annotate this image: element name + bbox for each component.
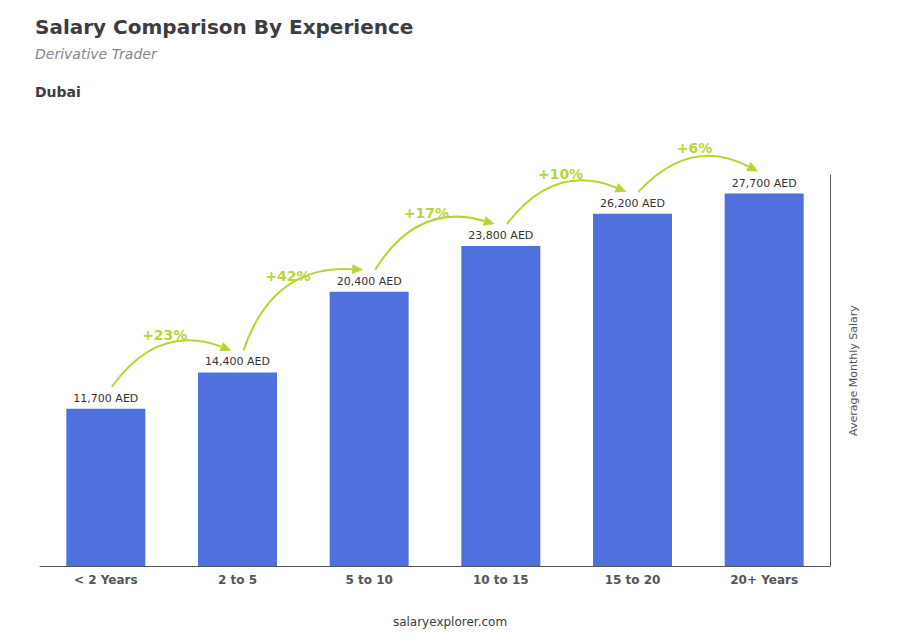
- svg-text:+23%: +23%: [142, 327, 187, 343]
- svg-text:Dubai: Dubai: [35, 84, 81, 100]
- svg-text:26,200 AED: 26,200 AED: [600, 197, 665, 210]
- svg-text:10 to 15: 10 to 15: [473, 573, 529, 587]
- svg-text:20,400 AED: 20,400 AED: [337, 275, 402, 288]
- svg-text:11,700 AED: 11,700 AED: [73, 392, 138, 405]
- svg-text:Derivative Trader: Derivative Trader: [35, 46, 158, 62]
- svg-text:20+ Years: 20+ Years: [730, 573, 798, 587]
- svg-text:5 to 10: 5 to 10: [345, 573, 392, 587]
- svg-text:Average Monthly Salary: Average Monthly Salary: [847, 305, 860, 436]
- svg-text:+6%: +6%: [677, 140, 713, 156]
- svg-text:+17%: +17%: [404, 205, 449, 221]
- svg-text:< 2 Years: < 2 Years: [74, 573, 138, 587]
- svg-text:+10%: +10%: [538, 166, 583, 182]
- svg-text:+42%: +42%: [265, 268, 310, 284]
- svg-text:23,800 AED: 23,800 AED: [468, 229, 533, 242]
- svg-text:2 to 5: 2 to 5: [218, 573, 257, 587]
- svg-text:salaryexplorer.com: salaryexplorer.com: [393, 615, 507, 629]
- svg-text:Salary Comparison By Experienc: Salary Comparison By Experience: [35, 15, 413, 39]
- svg-text:14,400 AED: 14,400 AED: [205, 355, 270, 368]
- svg-text:27,700 AED: 27,700 AED: [732, 177, 797, 190]
- svg-text:15 to 20: 15 to 20: [605, 573, 661, 587]
